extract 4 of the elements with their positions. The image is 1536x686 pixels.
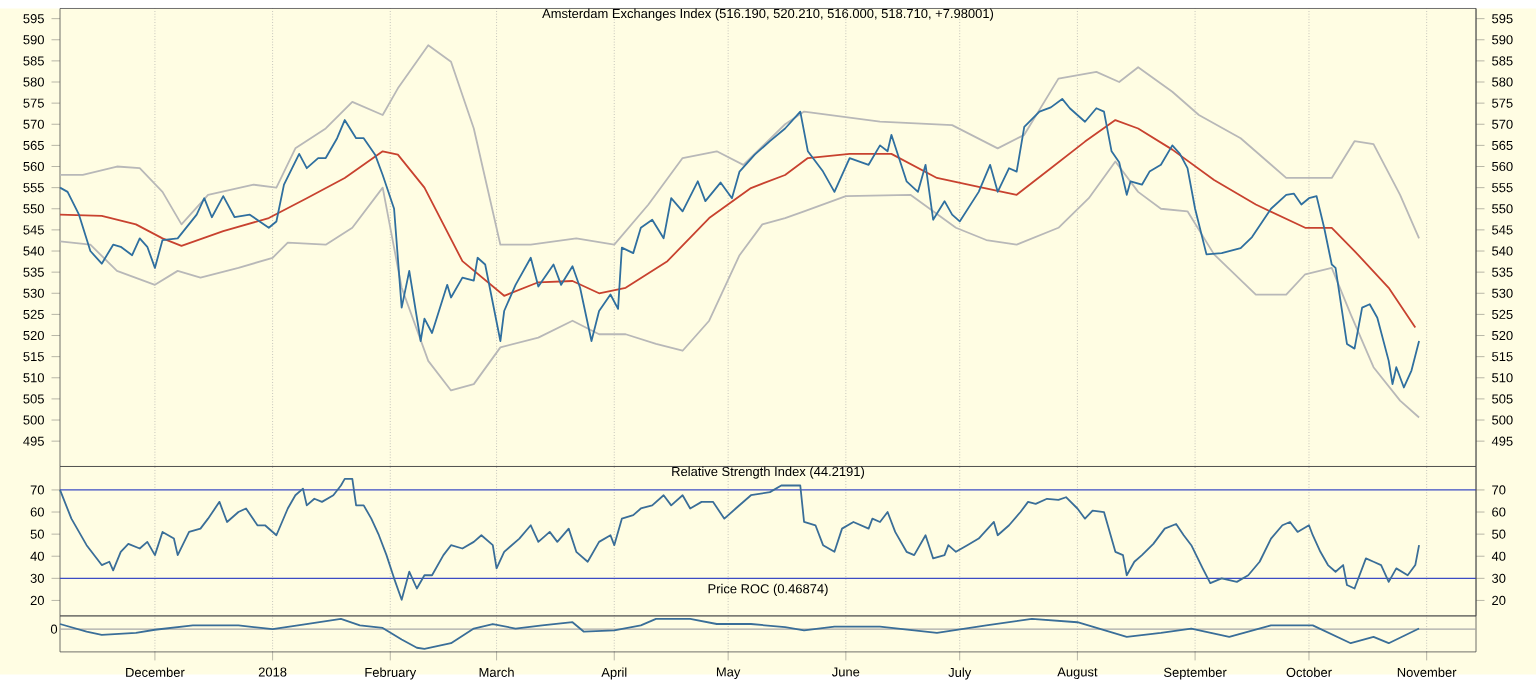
line-series: [59, 160, 1420, 419]
line-series: [59, 44, 1420, 246]
line-series: [59, 97, 1420, 389]
line-series: [59, 119, 1417, 329]
